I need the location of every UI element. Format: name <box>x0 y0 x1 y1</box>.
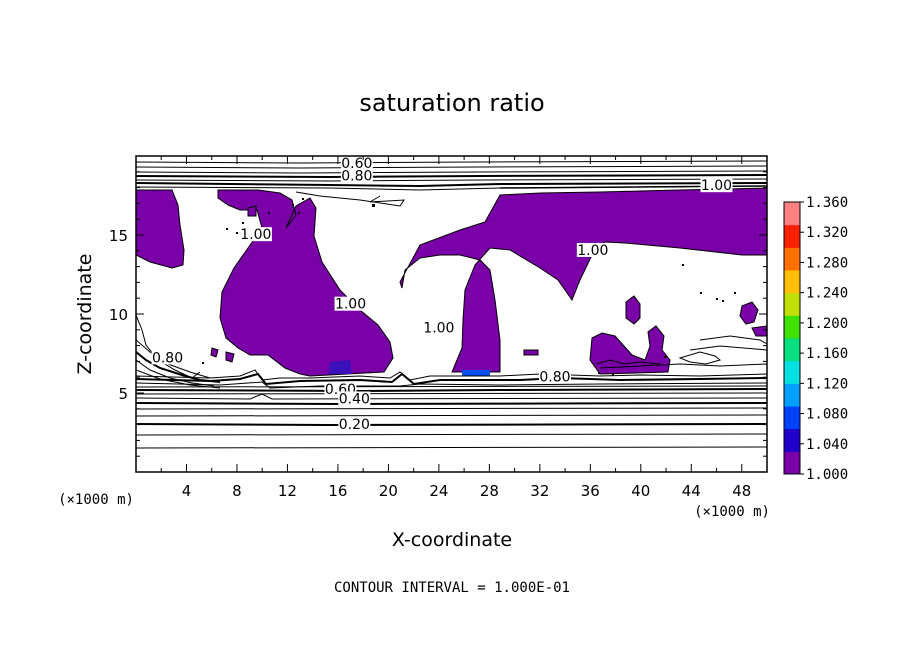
contour-label-bg <box>151 350 184 365</box>
z-unit-label: (×1000 m) <box>58 492 134 508</box>
colorbar-swatch <box>784 270 800 294</box>
colorbar-swatch <box>784 428 800 452</box>
contour-label: 1.00 <box>701 178 732 194</box>
contour-0.60-lower <box>136 388 767 393</box>
x-tick-label: 16 <box>328 482 347 500</box>
colorbar-label: 1.120 <box>806 376 848 392</box>
contour-label-bg <box>422 320 455 335</box>
supersaturated-regions <box>136 187 767 377</box>
supersaturated-blob-3 <box>751 325 767 337</box>
contour-label: 0.60 <box>341 156 372 172</box>
supersaturated-blob-6 <box>523 349 539 356</box>
saturation-peak-2 <box>462 370 490 376</box>
y-tick-label: 10 <box>109 306 128 324</box>
contour-label-bg <box>340 168 373 183</box>
colorbar-label: 1.160 <box>806 346 848 362</box>
supersaturated-blob-4 <box>225 351 235 363</box>
plot-area <box>136 160 767 449</box>
colorbar-swatch <box>784 224 800 248</box>
supersaturated-region-central <box>217 189 394 377</box>
x-tick-label: 36 <box>581 482 600 500</box>
y-axis-ticks: 5 10 15 <box>109 171 767 457</box>
colorbar-label: 1.040 <box>806 437 848 453</box>
contour-0.20 <box>136 423 767 427</box>
x-tick-label: 20 <box>379 482 398 500</box>
contour-label-bg <box>338 416 371 431</box>
colorbar-label: 1.200 <box>806 316 848 332</box>
contour-label: 0.20 <box>339 417 370 433</box>
contour-label: 1.00 <box>335 297 366 313</box>
contour-label: 0.80 <box>341 169 372 185</box>
colorbar-swatch <box>784 383 800 407</box>
contour-label: 0.40 <box>339 391 370 407</box>
contour-label: 0.80 <box>539 369 570 385</box>
x-tick-label: 28 <box>480 482 499 500</box>
colorbar-swatch <box>784 338 800 362</box>
chart-title: saturation ratio <box>359 89 544 117</box>
saturation-peak-1 <box>328 360 352 374</box>
contour-label-bg <box>334 296 367 311</box>
colorbar-label: 1.360 <box>806 195 848 211</box>
x-unit-label: (×1000 m) <box>694 504 770 520</box>
x-tick-label: 4 <box>182 482 192 500</box>
colorbar-swatch <box>784 406 800 430</box>
contour-label-bg <box>338 391 371 406</box>
x-tick-label: 12 <box>278 482 297 500</box>
x-tick-label: 48 <box>732 482 751 500</box>
y-tick-label: 5 <box>118 385 128 403</box>
colorbar-label: 1.000 <box>806 467 848 483</box>
x-axis-ticks: 4 8 12 16 20 24 28 32 36 40 44 48 <box>160 156 751 500</box>
x-tick-label: 40 <box>631 482 650 500</box>
contour-label-bg <box>340 156 373 171</box>
contour-label: 1.00 <box>423 320 454 336</box>
contour-label-bg <box>576 242 609 257</box>
colorbar-swatch <box>784 315 800 339</box>
y-axis-label: Z-coordinate <box>74 254 96 375</box>
contour-labels: 0.600.801.001.001.001.001.000.800.800.60… <box>151 156 733 433</box>
supersaturated-blob-7 <box>247 205 257 217</box>
contour-0.60-top <box>136 174 767 179</box>
x-tick-label: 32 <box>530 482 549 500</box>
contour-0.40 <box>136 402 767 406</box>
colorbar-swatch <box>784 292 800 316</box>
supersaturated-blob-5 <box>210 347 219 358</box>
colorbar-swatch <box>784 202 800 226</box>
supersaturated-region-left-edge <box>136 189 185 269</box>
supersaturated-blob-1 <box>625 295 641 325</box>
colorbar-swatch <box>784 247 800 271</box>
contour-0.80-top <box>136 182 767 188</box>
colorbar-label: 1.240 <box>806 286 848 302</box>
x-tick-label: 8 <box>232 482 242 500</box>
colorbar-label: 1.280 <box>806 255 848 271</box>
colorbar-swatch <box>784 451 800 475</box>
colorbar-swatch <box>784 360 800 384</box>
contour-label-bg <box>538 369 571 384</box>
contour-interval-note: CONTOUR INTERVAL = 1.000E-01 <box>334 580 570 596</box>
contour-speckles <box>202 198 736 376</box>
supersaturated-region-right-upper <box>399 187 767 373</box>
x-tick-label: 24 <box>429 482 448 500</box>
contour-label: 0.80 <box>152 350 183 366</box>
contour-label-bg <box>700 178 733 193</box>
y-tick-label: 15 <box>109 227 128 245</box>
supersaturated-blob-2 <box>739 301 759 325</box>
contour-label-bg <box>239 227 272 242</box>
supersaturated-region-east-small <box>589 325 671 375</box>
x-tick-label: 44 <box>682 482 701 500</box>
x-axis-label: X-coordinate <box>392 529 512 551</box>
contour-label: 1.00 <box>240 227 271 243</box>
colorbar-label: 1.080 <box>806 407 848 423</box>
contour-0.80-lower <box>136 372 767 386</box>
contour-label: 1.00 <box>577 243 608 259</box>
colorbar-frame <box>783 201 801 475</box>
colorbar: 1.360 1.320 1.280 1.240 1.200 1.160 1.120 1.080… <box>783 195 848 483</box>
colorbar-label: 1.320 <box>806 225 848 241</box>
